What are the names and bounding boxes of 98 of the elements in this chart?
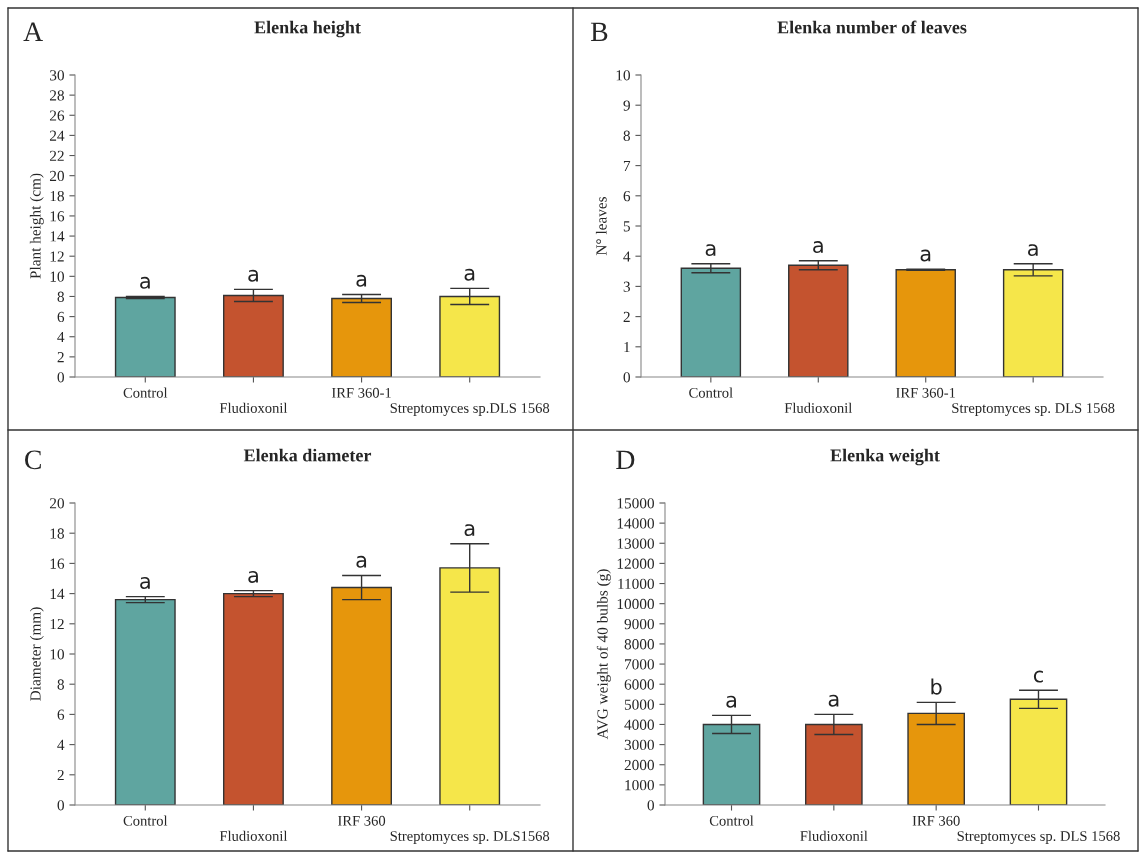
y-tick-label: 3000 <box>624 739 654 751</box>
y-tick-label: 8 <box>57 291 64 302</box>
annotation: a <box>828 694 839 707</box>
annotation: a <box>140 276 150 289</box>
y-tick-label: 8000 <box>624 639 654 650</box>
y-tick-label: 10 <box>50 271 64 282</box>
y-tick-label: 0 <box>57 372 64 383</box>
x-tick-label: IRF 360-1 <box>896 387 956 398</box>
x-tick-label: Fludioxonil <box>219 830 288 841</box>
y-tick-label: 10 <box>50 649 64 660</box>
y-tick-label: 5 <box>623 221 630 232</box>
annotation: a <box>920 249 931 262</box>
x-tick-label: Control <box>689 387 733 398</box>
chart-title: Elenka height <box>254 20 361 38</box>
y-tick-label: 5000 <box>624 699 654 710</box>
y-tick-label: 10000 <box>617 598 654 610</box>
y-tick-label: 8 <box>623 130 630 141</box>
y-tick-label: 4 <box>57 739 65 750</box>
x-tick-label: Fludioxonil <box>800 830 868 841</box>
annotation: a <box>464 268 475 281</box>
y-tick-label: 13000 <box>617 538 654 549</box>
x-tick-label: IRF 360-1 <box>331 387 391 398</box>
annotation: b <box>931 678 942 695</box>
annotation: a <box>356 555 367 568</box>
annotation: a <box>140 577 150 589</box>
x-tick-label: Control <box>123 387 168 398</box>
y-tick-label: 8 <box>57 679 64 690</box>
x-tick-label: IRF 360 <box>912 815 960 826</box>
y-tick-label: 0 <box>57 800 64 811</box>
y-tick-label: 11000 <box>618 578 654 589</box>
y-tick-label: 14 <box>50 231 65 242</box>
y-tick-label: 1000 <box>625 780 654 791</box>
y-tick-label: 12 <box>50 618 64 630</box>
y-axis-title: Plant height (cm) <box>29 173 44 279</box>
y-axis-title: N° leaves <box>595 196 607 256</box>
y-tick-label: 26 <box>49 110 65 121</box>
y-tick-label: 0 <box>623 372 630 383</box>
x-tick-label: Streptomyces sp. DLS1568 <box>390 831 550 844</box>
y-tick-label: 7 <box>623 160 631 171</box>
x-tick-label: Streptomyces sp. DLS 1568 <box>957 831 1120 844</box>
y-tick-label: 2 <box>57 769 64 781</box>
y-tick-label: 6000 <box>624 679 654 690</box>
y-tick-label: 2 <box>623 311 630 322</box>
y-tick-label: 2000 <box>624 759 654 771</box>
y-tick-label: 30 <box>50 70 64 81</box>
y-tick-label: 3 <box>623 281 630 292</box>
chart-title: Elenka weight <box>830 448 940 466</box>
annotation: a <box>356 274 367 287</box>
y-axis-title: AVG weight of 40 bulbs (g) <box>596 569 611 740</box>
text: B <box>590 22 608 41</box>
y-tick-label: 12000 <box>617 558 654 569</box>
y-tick-label: 4000 <box>624 719 654 730</box>
text: A <box>23 22 43 41</box>
y-tick-label: 18 <box>50 190 64 202</box>
annotation: a <box>705 244 716 257</box>
chart-title: Elenka number of leaves <box>777 20 967 34</box>
annotation: a <box>464 524 475 537</box>
y-tick-label: 16 <box>50 211 65 222</box>
y-tick-label: 2 <box>57 352 64 363</box>
y-axis-title: Diameter (mm) <box>29 607 44 701</box>
annotation: a <box>726 695 736 708</box>
annotation: a <box>1028 244 1038 257</box>
x-tick-label: Streptomyces sp.DLS 1568 <box>390 403 550 416</box>
y-tick-label: 20 <box>49 170 64 182</box>
text: C <box>25 450 41 470</box>
y-tick-label: 10 <box>616 70 630 81</box>
y-tick-label: 24 <box>49 130 65 141</box>
y-tick-label: 14 <box>50 588 65 599</box>
y-tick-label: 14000 <box>617 518 654 529</box>
y-tick-label: 6 <box>57 709 65 720</box>
x-tick-label: Streptomyces sp. DLS 1568 <box>952 403 1115 416</box>
y-tick-label: 20 <box>49 498 64 509</box>
y-tick-label: 4 <box>623 251 631 262</box>
y-tick-label: 15000 <box>617 498 654 509</box>
annotation: a <box>813 241 823 254</box>
y-tick-label: 6 <box>57 311 65 323</box>
y-tick-label: 0 <box>647 800 654 811</box>
x-tick-label: Control <box>709 815 754 826</box>
annotation: a <box>248 570 258 583</box>
annotation: c <box>1033 670 1043 683</box>
x-tick-label: Fludioxonil <box>784 402 853 413</box>
y-tick-label: 16 <box>50 558 65 569</box>
y-tick-label: 9 <box>623 100 630 111</box>
annotation: a <box>248 269 258 282</box>
x-tick-label: IRF 360 <box>337 815 386 826</box>
text: D <box>616 450 635 469</box>
y-tick-label: 4 <box>57 331 65 343</box>
y-tick-label: 28 <box>49 90 64 101</box>
y-tick-label: 18 <box>50 528 64 539</box>
chart-title: Elenka diameter <box>243 448 372 462</box>
x-tick-label: Fludioxonil <box>219 402 288 413</box>
y-tick-label: 7000 <box>625 659 654 670</box>
y-tick-label: 1 <box>624 342 630 353</box>
y-tick-label: 9000 <box>624 618 654 630</box>
y-tick-label: 22 <box>49 150 64 161</box>
y-tick-label: 12 <box>50 251 64 262</box>
y-tick-label: 6 <box>623 190 631 202</box>
x-tick-label: Control <box>123 815 168 826</box>
